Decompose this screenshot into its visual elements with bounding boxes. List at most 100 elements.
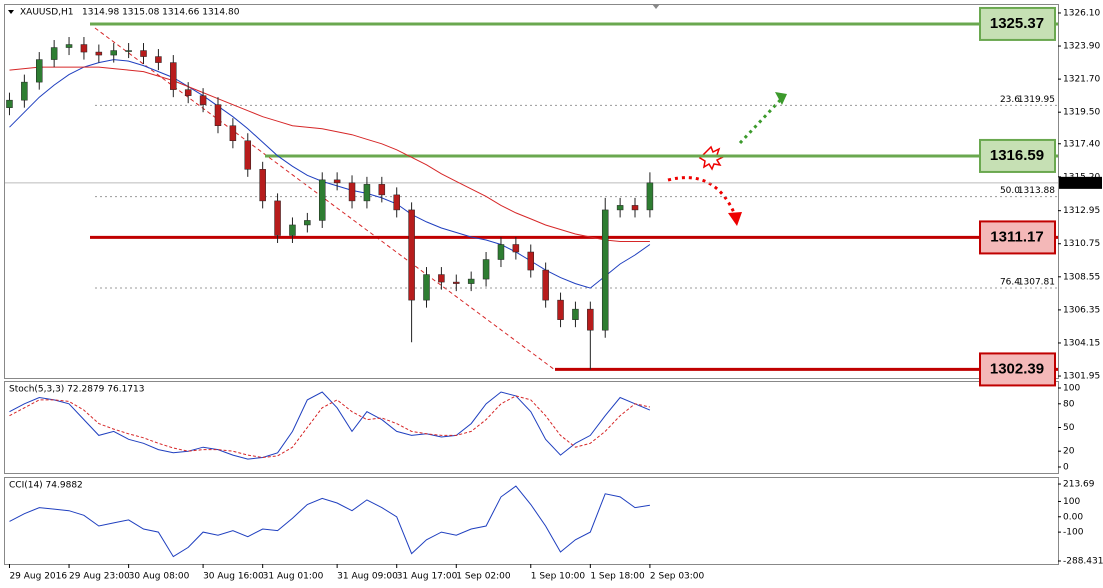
candle-body xyxy=(646,182,654,211)
candle-body xyxy=(36,59,43,83)
candle-body xyxy=(140,50,147,57)
y-tick-label: 100 xyxy=(1063,497,1080,507)
fib-price: 1319.95 xyxy=(1018,95,1055,105)
y-tick-label: 1319.50 xyxy=(1063,108,1100,118)
trend-line xyxy=(94,27,556,371)
y-tick-label: -288.4312 xyxy=(1063,557,1103,567)
candle-body xyxy=(95,51,103,56)
symbol: XAUUSD,H1 xyxy=(20,8,74,18)
x-tick-label: 29 Aug 2016 xyxy=(9,572,67,582)
candle-body xyxy=(170,62,177,90)
y-tick-label: 20 xyxy=(1063,447,1075,457)
candle-body xyxy=(467,278,475,284)
x-tick-label: 30 Aug 16:00 xyxy=(203,572,264,582)
y-tick-label: 213.69 xyxy=(1063,480,1095,490)
indicator-title: Stoch(5,3,3) 72.2879 76.1713 xyxy=(9,385,144,395)
candle-body xyxy=(616,205,624,211)
price-tag-label: 1314.80 xyxy=(1062,178,1099,188)
down-arrow xyxy=(667,176,737,216)
y-tick-label: 1323.90 xyxy=(1063,42,1100,52)
indicator-line xyxy=(9,485,650,558)
y-tick-label: 1326.10 xyxy=(1063,8,1100,18)
up-arrow-head xyxy=(775,92,787,105)
candle-body xyxy=(110,50,117,56)
y-tick-label: 1306.35 xyxy=(1063,305,1100,315)
candle-body xyxy=(363,184,371,202)
candle-body xyxy=(65,44,73,48)
candle-body xyxy=(318,179,326,221)
fib-price: 1313.88 xyxy=(1018,186,1055,196)
level-label: 1311.17 xyxy=(990,228,1043,245)
y-tick-label: 1308.55 xyxy=(1063,272,1100,282)
cci-panel xyxy=(4,477,1059,565)
candle-body xyxy=(572,308,579,320)
indicator-title: CCI(14) 74.9882 xyxy=(9,481,83,491)
candle-body xyxy=(155,56,162,63)
main-panel xyxy=(4,4,1059,379)
fib-level: 23.6 xyxy=(1000,95,1020,105)
y-tick-label: 100 xyxy=(1063,384,1080,394)
burst-icon xyxy=(698,145,725,171)
x-tick-label: 1 Sep 02:00 xyxy=(456,572,511,582)
level-box xyxy=(979,220,1056,255)
candle-body xyxy=(184,89,192,96)
candle-body xyxy=(125,50,132,52)
level-box xyxy=(979,138,1056,173)
level-label: 1302.39 xyxy=(990,360,1044,377)
level-box xyxy=(979,352,1056,387)
moving-average xyxy=(9,66,650,242)
candle-body xyxy=(453,281,460,284)
y-tick-label: -100 xyxy=(1063,528,1084,538)
candle-body xyxy=(512,244,520,253)
candle-body xyxy=(21,81,28,101)
menu-triangle xyxy=(8,10,14,14)
y-tick-label: 1312.95 xyxy=(1063,206,1100,216)
candle-body xyxy=(587,308,594,331)
candle-body xyxy=(6,99,13,108)
x-tick-label: 29 Aug 23:00 xyxy=(69,572,130,582)
fib-level: 50.0 xyxy=(1000,186,1020,196)
x-tick-label: 1 Sep 10:00 xyxy=(531,572,586,582)
candle-body xyxy=(557,299,564,320)
candle-body xyxy=(497,244,505,260)
candle-body xyxy=(289,224,296,236)
candle-body xyxy=(601,209,609,331)
candle-body xyxy=(408,209,415,301)
y-tick-label: 50 xyxy=(1063,423,1075,433)
level-label: 1325.37 xyxy=(990,15,1044,32)
y-tick-label: 0 xyxy=(1063,462,1069,472)
x-tick-label: 30 Aug 08:00 xyxy=(129,572,190,582)
candle-body xyxy=(631,205,639,211)
candle-body xyxy=(199,95,207,105)
candle-body xyxy=(274,200,281,236)
candle-body xyxy=(259,169,266,202)
indicator-line xyxy=(9,391,651,460)
level-box xyxy=(979,6,1056,41)
candle-body xyxy=(438,274,445,283)
ohlc: 1314.98 1315.08 1314.66 1314.80 xyxy=(82,8,240,18)
level-label: 1316.59 xyxy=(990,147,1044,164)
y-tick-label: 80 xyxy=(1063,399,1075,409)
scroll-marker xyxy=(652,4,660,9)
x-tick-label: 1 Sep 18:00 xyxy=(590,572,645,582)
candle-body xyxy=(482,259,490,280)
candle-body xyxy=(527,251,535,271)
candle-body xyxy=(378,184,386,196)
candle-body xyxy=(348,182,356,202)
candle-body xyxy=(214,104,222,126)
price-tag xyxy=(1059,176,1102,189)
x-tick-label: 2 Sep 03:00 xyxy=(650,572,705,582)
y-tick-label: 1321.70 xyxy=(1063,75,1100,85)
down-arrow-head xyxy=(728,212,742,226)
candle-body xyxy=(80,44,88,53)
candle-body xyxy=(423,274,430,301)
candle-body xyxy=(333,179,341,184)
candle-body xyxy=(542,269,549,301)
y-tick-label: 1304.15 xyxy=(1063,338,1100,348)
candle-body xyxy=(50,47,58,60)
y-tick-label: 1317.40 xyxy=(1063,139,1100,149)
x-tick-label: 31 Aug 01:00 xyxy=(263,572,324,582)
candle-body xyxy=(229,125,237,142)
